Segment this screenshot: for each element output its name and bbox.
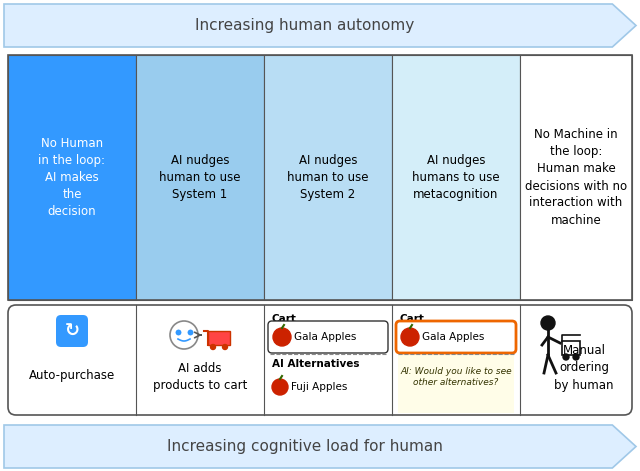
- Text: No Machine in
the loop:
Human make
decisions with no
interaction with
machine: No Machine in the loop: Human make decis…: [525, 129, 627, 227]
- Text: Gala Apples: Gala Apples: [294, 332, 356, 342]
- Circle shape: [273, 328, 291, 346]
- Text: Increasing cognitive load for human: Increasing cognitive load for human: [167, 439, 443, 454]
- Circle shape: [563, 354, 569, 360]
- Text: Cart: Cart: [272, 314, 297, 324]
- Bar: [520, 55, 632, 300]
- Circle shape: [573, 354, 579, 360]
- Circle shape: [272, 379, 288, 395]
- Text: AI: Would you like to see
other alternatives?: AI: Would you like to see other alternat…: [400, 366, 512, 388]
- Bar: [8, 55, 632, 300]
- Polygon shape: [4, 425, 636, 468]
- FancyBboxPatch shape: [396, 321, 516, 353]
- Text: Fuji Apples: Fuji Apples: [291, 382, 348, 392]
- Bar: [8, 55, 136, 300]
- Text: ↻: ↻: [65, 322, 79, 340]
- Bar: [392, 55, 520, 300]
- Circle shape: [541, 316, 555, 330]
- Text: Increasing human autonomy: Increasing human autonomy: [195, 18, 415, 33]
- Text: AI Alternatives: AI Alternatives: [272, 359, 360, 369]
- FancyBboxPatch shape: [56, 315, 88, 347]
- Bar: [264, 55, 392, 300]
- FancyBboxPatch shape: [268, 321, 388, 353]
- Polygon shape: [4, 4, 636, 47]
- Circle shape: [223, 344, 227, 349]
- Text: No Human
in the loop:
AI makes
the
decision: No Human in the loop: AI makes the decis…: [38, 137, 106, 218]
- Bar: [208, 331, 230, 345]
- Text: Manual
ordering
by human: Manual ordering by human: [554, 344, 614, 391]
- Text: AI nudges
humans to use
metacognition: AI nudges humans to use metacognition: [412, 154, 500, 201]
- Text: AI adds
products to cart: AI adds products to cart: [153, 362, 247, 392]
- Text: Auto-purchase: Auto-purchase: [29, 368, 115, 382]
- Bar: [562, 341, 580, 355]
- Text: Cart: Cart: [400, 314, 425, 324]
- Bar: [398, 355, 514, 413]
- Text: AI nudges
human to use
System 2: AI nudges human to use System 2: [287, 154, 369, 201]
- Circle shape: [211, 344, 216, 349]
- Circle shape: [170, 321, 198, 349]
- Text: Gala Apples: Gala Apples: [422, 332, 484, 342]
- Circle shape: [401, 328, 419, 346]
- Bar: [136, 55, 264, 300]
- Text: AI nudges
human to use
System 1: AI nudges human to use System 1: [159, 154, 241, 201]
- FancyBboxPatch shape: [8, 305, 632, 415]
